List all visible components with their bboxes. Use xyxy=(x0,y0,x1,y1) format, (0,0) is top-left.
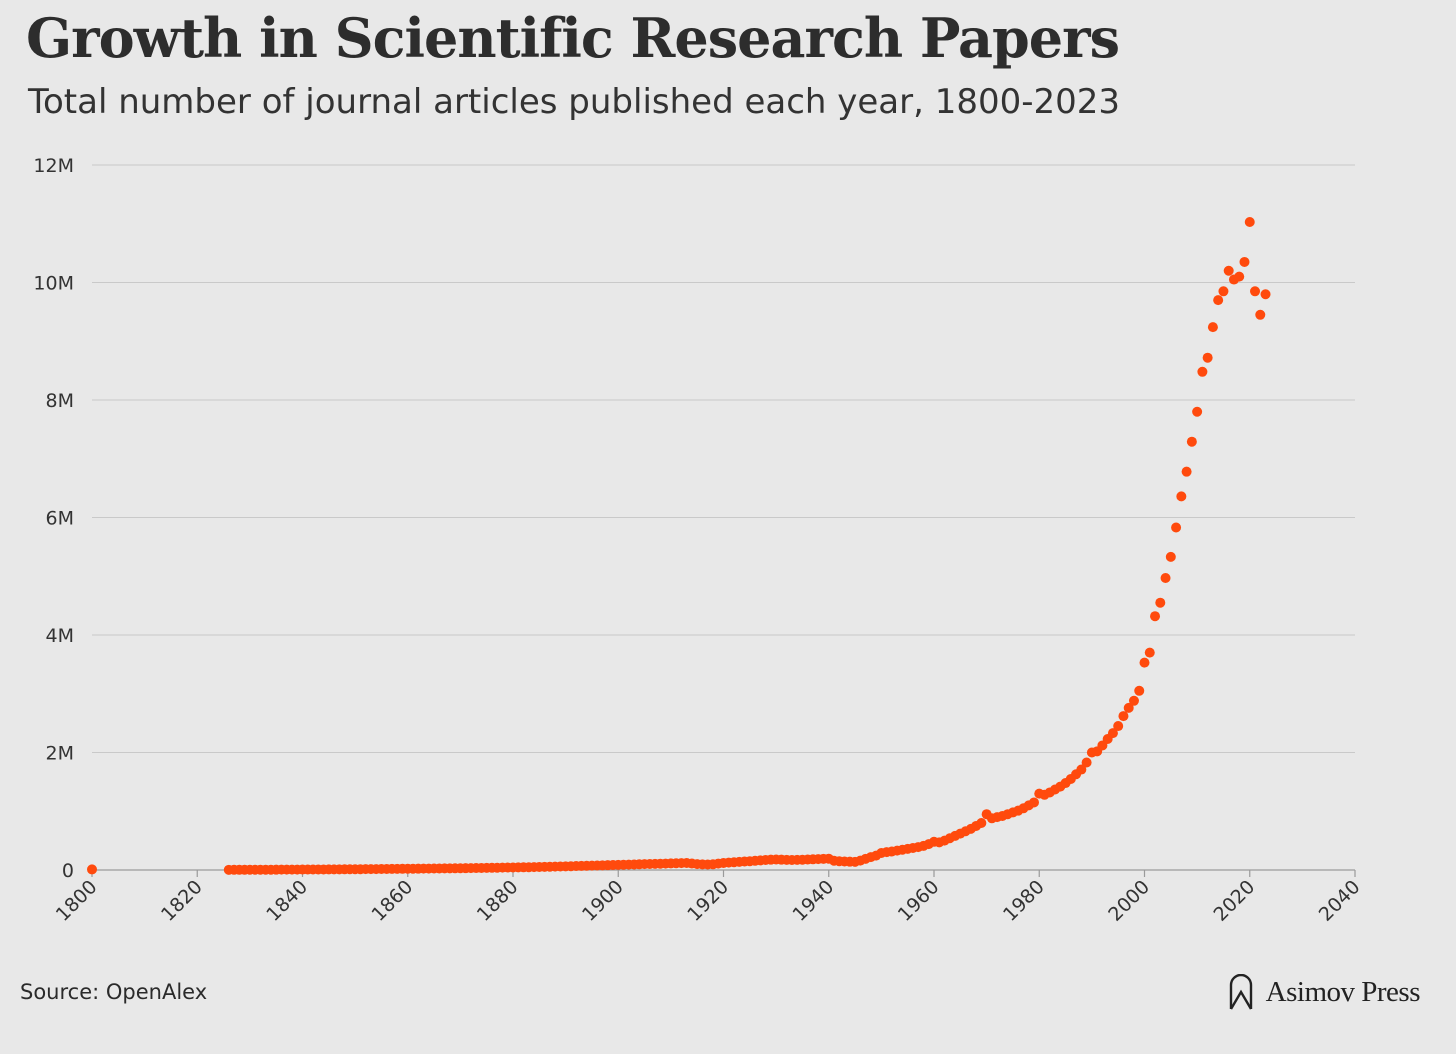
x-tick-label: 1800 xyxy=(52,876,102,926)
x-tick-label: 1980 xyxy=(999,876,1049,926)
data-point xyxy=(1139,657,1150,668)
data-point xyxy=(1239,256,1250,267)
data-point xyxy=(1081,757,1092,768)
asimov-press-icon xyxy=(1229,974,1252,1010)
x-tick-label: 1880 xyxy=(473,876,523,926)
data-point xyxy=(1028,797,1039,808)
y-axis-labels: 0 2M 4M 6M 8M 10M 12M xyxy=(33,155,74,882)
data-point xyxy=(1176,491,1187,502)
data-point xyxy=(976,818,987,828)
x-tick-label: 1940 xyxy=(789,876,839,926)
x-tick-label: 1900 xyxy=(578,876,628,926)
x-tick-label: 2020 xyxy=(1210,876,1260,926)
x-tick-label: 2000 xyxy=(1104,876,1154,926)
data-point xyxy=(1165,551,1176,562)
data-point xyxy=(1144,647,1155,658)
y-tick-label: 10M xyxy=(33,273,74,295)
data-point xyxy=(1234,271,1245,282)
gridlines xyxy=(92,164,1355,753)
data-point xyxy=(1192,406,1203,417)
data-point xyxy=(1160,573,1171,584)
data-point xyxy=(1218,286,1229,297)
x-tick-label: 1860 xyxy=(368,876,418,926)
x-tick-label: 1840 xyxy=(262,876,312,926)
data-points xyxy=(87,216,1271,875)
data-point xyxy=(1128,695,1139,706)
data-point xyxy=(1181,466,1192,477)
y-tick-label: 8M xyxy=(46,390,74,412)
data-point xyxy=(1076,764,1087,775)
x-tick-label: 1920 xyxy=(683,876,733,926)
data-point xyxy=(1150,611,1161,622)
data-point xyxy=(1171,522,1182,533)
data-point xyxy=(1223,265,1234,276)
brand-logo: Asimov Press xyxy=(1228,974,1421,1010)
chart-title: Growth in Scientific Research Papers xyxy=(26,6,1120,70)
data-point xyxy=(1260,289,1271,300)
data-point xyxy=(1213,295,1224,306)
data-point xyxy=(87,864,97,875)
data-point xyxy=(1244,216,1255,227)
chart-subtitle: Total number of journal articles publish… xyxy=(28,82,1121,122)
data-point xyxy=(1250,286,1261,297)
y-tick-label: 12M xyxy=(33,155,74,177)
data-point xyxy=(1118,711,1129,722)
x-axis-labels: 1800 1820 1840 1860 1880 1900 1920 1940 1960 1980… xyxy=(52,876,1365,926)
data-point xyxy=(1197,366,1208,377)
x-tick-label: 1820 xyxy=(157,876,207,926)
data-point xyxy=(1155,597,1166,608)
x-tick-label: 1960 xyxy=(894,876,944,926)
data-point xyxy=(1207,322,1218,333)
y-tick-label: 4M xyxy=(46,625,74,647)
data-point xyxy=(1134,685,1145,696)
data-point xyxy=(1123,702,1134,713)
x-tick-label: 2040 xyxy=(1315,876,1365,926)
data-point xyxy=(1113,721,1124,732)
data-point xyxy=(1107,728,1118,739)
data-point xyxy=(1202,352,1213,363)
source-note: Source: OpenAlex xyxy=(20,980,208,1004)
y-tick-label: 0 xyxy=(62,860,74,882)
brand-name: Asimov Press xyxy=(1265,975,1421,1008)
data-point xyxy=(1186,436,1197,447)
y-tick-label: 2M xyxy=(46,743,74,765)
data-point xyxy=(1255,309,1266,320)
y-tick-label: 6M xyxy=(46,508,74,530)
